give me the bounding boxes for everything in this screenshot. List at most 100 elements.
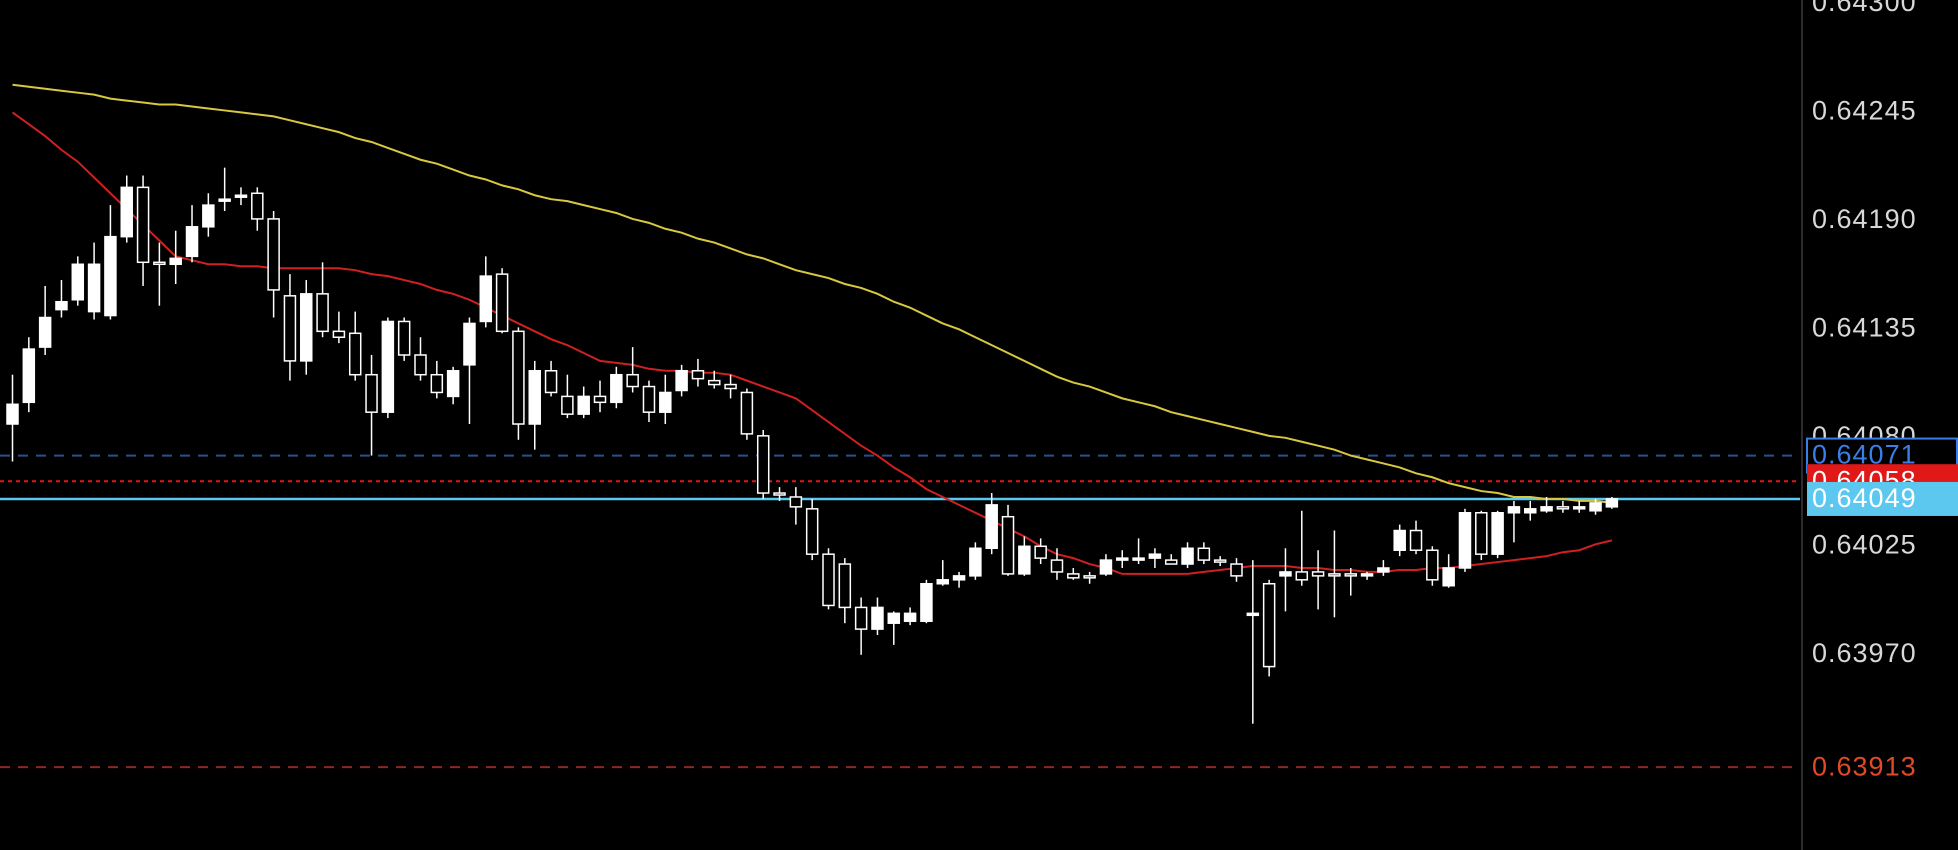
candle-body [1213, 559, 1227, 563]
candle-body [136, 186, 150, 264]
candle-body [104, 235, 117, 317]
candle-body [55, 300, 68, 311]
candle-body [1132, 557, 1145, 561]
candle-body [1067, 573, 1080, 579]
candle-body [87, 263, 101, 313]
candle-body [1507, 506, 1521, 514]
candle-body [397, 320, 411, 356]
candle-body [1164, 559, 1178, 565]
candle-body [920, 583, 933, 622]
candle-body [300, 293, 313, 362]
candle-body [381, 320, 395, 413]
y-tick-label: 0.64300 [1812, 0, 1917, 17]
candle-body [1605, 498, 1619, 508]
candle-body [789, 496, 803, 508]
candle-body [1279, 571, 1292, 577]
candle-body [495, 273, 509, 333]
candle-body [446, 370, 460, 398]
moving-average [12, 83, 1612, 504]
candle-body [71, 263, 85, 301]
candle-body [1475, 512, 1488, 555]
candle-body [479, 275, 493, 323]
candle-body [267, 218, 280, 291]
candle-body [1246, 612, 1260, 617]
candle-body [610, 373, 623, 404]
candle-body [1230, 563, 1243, 577]
candle-body [1099, 559, 1113, 575]
price-label: 0.63913 [1812, 751, 1917, 781]
candle-body [22, 348, 36, 404]
candle-body [1426, 549, 1439, 581]
candle-body [1409, 529, 1423, 551]
y-tick-label: 0.63970 [1812, 638, 1917, 668]
candle-body [544, 370, 558, 394]
candle-body [1393, 529, 1406, 551]
candle-body [969, 547, 982, 577]
candle-body [1018, 545, 1031, 575]
candle-body [1001, 515, 1015, 575]
y-tick-label: 0.64025 [1812, 529, 1917, 559]
candle-body [871, 606, 884, 630]
candle-body [593, 395, 607, 404]
candle-body [218, 198, 231, 202]
candle-body [952, 575, 966, 581]
candle-body [838, 563, 852, 609]
candle-body [805, 508, 819, 555]
candle-body [1344, 573, 1357, 577]
candle-body [1262, 583, 1276, 668]
candle-body [1328, 573, 1341, 577]
candle-body [430, 373, 444, 394]
candle-body [708, 379, 721, 386]
y-tick-label: 0.64245 [1812, 96, 1917, 126]
candle-body [936, 579, 949, 585]
candle-body [1360, 573, 1374, 577]
candle-body [756, 435, 770, 494]
candle-body [1295, 571, 1309, 581]
candle-body [1442, 567, 1455, 587]
candle-body [887, 612, 901, 624]
candle-body [1540, 506, 1553, 512]
y-tick-label: 0.64190 [1812, 204, 1917, 234]
candle-body [528, 370, 541, 425]
candle-body [316, 293, 329, 333]
candle-body [1491, 512, 1504, 555]
candle-body [773, 492, 786, 496]
candle-body [1116, 557, 1129, 561]
candle-body [512, 330, 525, 425]
candle-body [1311, 571, 1325, 577]
candle-body [822, 553, 835, 607]
candle-body [169, 257, 182, 266]
candle-body [348, 332, 362, 376]
candle-body [626, 373, 639, 388]
candle-body [642, 385, 656, 413]
candle-body [1148, 553, 1162, 559]
candle-body [1083, 575, 1096, 579]
candle-body [202, 204, 215, 228]
candle-body [854, 606, 868, 630]
candle-body [1458, 512, 1472, 569]
candle-body [675, 370, 688, 392]
candle-body [251, 192, 264, 220]
candle-body [561, 395, 574, 415]
candle-body [185, 226, 199, 258]
y-tick-label: 0.64135 [1812, 312, 1917, 342]
candle-body [463, 322, 476, 366]
candle-body [659, 391, 672, 413]
price-label-box [1807, 481, 1958, 516]
candle-body [1524, 508, 1537, 514]
candle-body [332, 330, 346, 338]
candle-body [740, 391, 754, 435]
candle-body [38, 316, 52, 348]
candle-body [234, 194, 248, 198]
candle-body [1050, 559, 1064, 573]
candle-body [283, 295, 297, 362]
candle-body [1556, 506, 1570, 510]
price-label: 0.64049 [1812, 483, 1917, 513]
candle-body [691, 370, 705, 380]
candle-body [985, 504, 998, 550]
candle-body [1197, 547, 1211, 561]
candle-body [1377, 567, 1390, 573]
